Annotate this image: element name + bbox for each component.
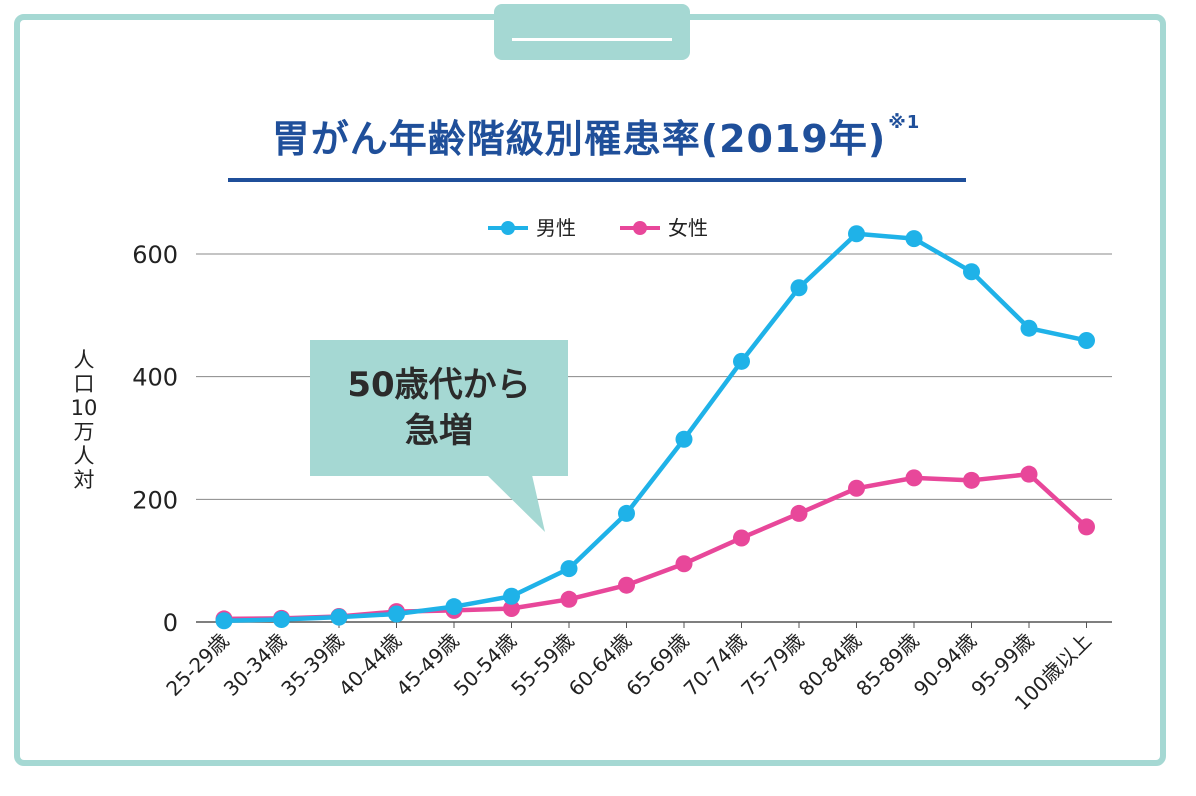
legend-swatch-marker: [501, 221, 515, 235]
y-axis-label-char: 口: [73, 372, 95, 396]
data-point: [675, 555, 693, 573]
data-point: [733, 529, 750, 547]
chart-title-text: 胃がん年齢階級別罹患率(2019年): [271, 117, 887, 161]
y-tick-label: 200: [132, 486, 178, 514]
legend-label: 男性: [536, 216, 576, 240]
data-point: [503, 600, 520, 618]
y-axis-label-char: 対: [73, 468, 95, 492]
chart-title: 胃がん年齢階級別罹患率(2019年) ※1: [226, 108, 966, 163]
x-tick-label: 80-84歳: [794, 629, 866, 701]
y-axis-label-char: 人: [73, 348, 95, 372]
callout-line-2: 急増: [405, 411, 473, 451]
x-tick-label: 90-94歳: [909, 629, 981, 701]
y-tick-label: 400: [132, 364, 178, 392]
x-tick-label: 35-39歳: [276, 629, 348, 701]
data-point: [503, 587, 520, 605]
x-tick-label: 50-54歳: [449, 629, 521, 701]
data-point: [560, 590, 578, 608]
series-line: [223, 471, 1089, 622]
callout-line-1: 50歳代から: [347, 365, 531, 405]
title-underline: [228, 178, 966, 182]
frame-tab: [494, 4, 690, 60]
x-tick-label: 30-34歳: [219, 629, 291, 701]
legend-label: 女性: [668, 216, 708, 240]
x-tick-label: 60-64歳: [564, 629, 636, 701]
data-point: [618, 576, 635, 594]
data-point: [675, 430, 693, 448]
data-point: [963, 471, 980, 489]
data-point: [1020, 319, 1038, 337]
x-tick-label: 65-69歳: [621, 629, 693, 701]
data-point: [905, 230, 923, 248]
y-axis-label: 人口 10 万人対: [66, 348, 102, 492]
series-line: [223, 231, 1087, 624]
y-tick-labels: 0 200 400 600: [132, 241, 178, 637]
y-axis-label-char: 10: [70, 396, 98, 420]
callout-box: 50歳代から 急増: [310, 340, 568, 476]
data-point: [848, 479, 865, 497]
data-point: [733, 352, 750, 370]
series-lines: [215, 225, 1095, 630]
data-point: [273, 611, 290, 629]
x-tick-labels: 25-29歳30-34歳35-39歳40-44歳45-49歳50-54歳55-5…: [161, 622, 1096, 715]
data-point: [445, 598, 463, 616]
data-point: [848, 225, 865, 243]
x-tick-label: 85-89歳: [851, 629, 923, 701]
data-point: [905, 469, 923, 487]
x-tick-label: 55-59歳: [506, 629, 578, 701]
data-point: [963, 263, 980, 281]
data-point: [388, 605, 405, 623]
y-axis-label-char: 万: [73, 420, 95, 444]
data-point: [1078, 518, 1095, 536]
title-note: ※1: [888, 112, 921, 133]
data-point: [215, 612, 233, 630]
x-tick-label: 75-79歳: [736, 629, 808, 701]
y-axis-label-char: 人: [73, 444, 95, 468]
data-point: [330, 608, 348, 626]
legend-swatch-marker: [633, 221, 647, 235]
data-point: [790, 279, 808, 297]
x-tick-label: 45-49歳: [391, 629, 463, 701]
tab-line: [512, 38, 672, 41]
data-point: [1078, 331, 1095, 349]
callout-text: 50歳代から 急増: [310, 362, 568, 454]
x-tick-label: 70-74歳: [679, 629, 751, 701]
legend: 男性 女性: [488, 216, 708, 240]
data-point: [618, 504, 635, 522]
data-point: [790, 504, 808, 522]
y-tick-label: 600: [132, 241, 178, 269]
chart-frame: [14, 14, 1166, 766]
x-tick-label: 25-29歳: [161, 629, 233, 701]
x-tick-label: 40-44歳: [334, 629, 406, 701]
data-point: [560, 560, 578, 578]
y-tick-label: 0: [163, 609, 178, 637]
data-point: [1020, 465, 1038, 483]
